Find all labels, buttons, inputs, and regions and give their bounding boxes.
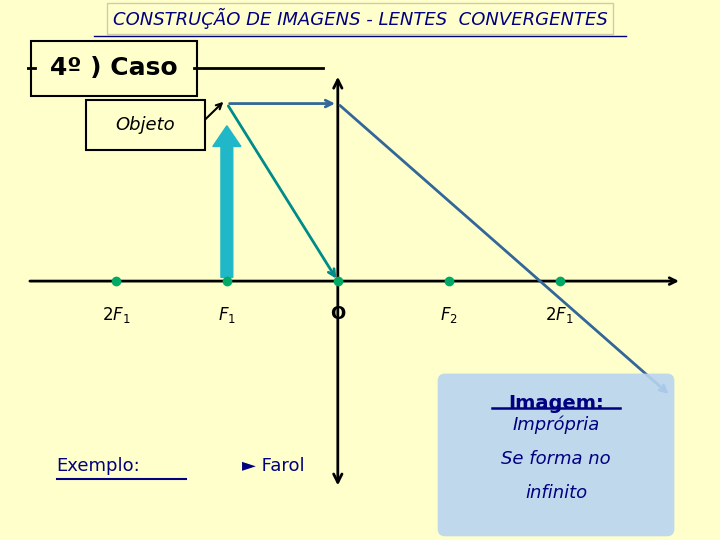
FancyArrow shape: [213, 126, 241, 278]
FancyBboxPatch shape: [438, 374, 675, 536]
Text: Imagem:: Imagem:: [508, 394, 604, 413]
FancyBboxPatch shape: [31, 40, 197, 96]
Text: Objeto: Objeto: [116, 116, 175, 134]
Text: Imprópria: Imprópria: [513, 416, 600, 434]
Text: Se forma no: Se forma no: [501, 450, 611, 468]
Text: infinito: infinito: [525, 484, 587, 502]
Text: $2F_1$: $2F_1$: [546, 305, 574, 325]
Text: $F_1$: $F_1$: [218, 305, 236, 325]
Text: ► Farol: ► Farol: [242, 457, 305, 475]
Text: CONSTRUÇÃO DE IMAGENS - LENTES  CONVERGENTES: CONSTRUÇÃO DE IMAGENS - LENTES CONVERGEN…: [112, 8, 608, 29]
FancyBboxPatch shape: [86, 100, 204, 150]
Text: $2F_1$: $2F_1$: [102, 305, 130, 325]
Text: Exemplo:: Exemplo:: [57, 457, 140, 475]
Text: O: O: [330, 305, 346, 323]
Text: $F_2$: $F_2$: [440, 305, 458, 325]
Text: 4º ) Caso: 4º ) Caso: [50, 56, 178, 80]
